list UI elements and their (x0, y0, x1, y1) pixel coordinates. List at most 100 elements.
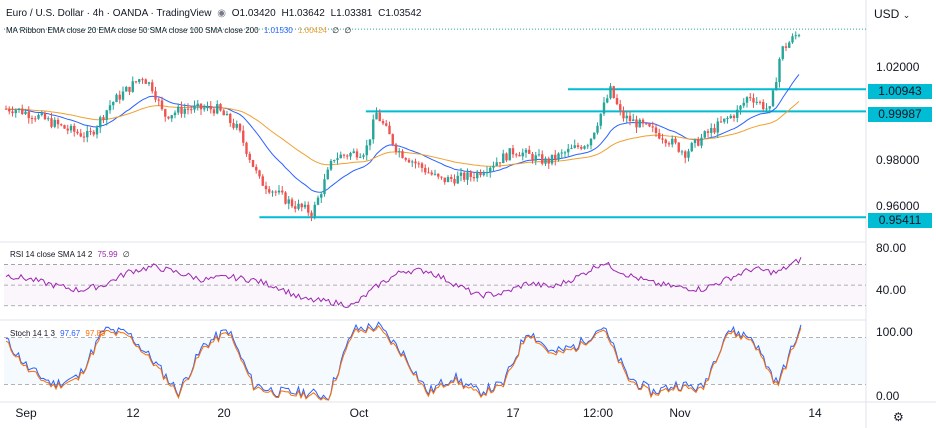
candle-body (580, 146, 583, 149)
price-tick: 1.02000 (876, 60, 920, 74)
ma-value-4: ∅ (344, 26, 352, 35)
candle-body (466, 172, 469, 180)
rsi-legend[interactable]: RSI 14 close SMA 14 2 75.99 ∅ (10, 250, 133, 259)
candle-body (394, 144, 398, 152)
candle-body (411, 161, 414, 163)
candle-body (138, 79, 141, 82)
candle-body (43, 113, 47, 120)
time-tick: Sep (15, 406, 37, 420)
candle-body (381, 121, 385, 124)
candle-body (66, 128, 69, 131)
candle-body (693, 139, 697, 144)
candle-body (745, 97, 749, 103)
stoch-tick: 0.00 (876, 389, 900, 403)
candle-body (245, 142, 248, 154)
candle-body (615, 97, 619, 105)
candle-body (446, 177, 450, 183)
chevron-down-icon: ⌄ (902, 10, 911, 20)
time-tick: 12 (126, 406, 140, 420)
candle-body (599, 113, 602, 126)
rsi-label: RSI 14 close SMA 14 2 (10, 250, 93, 259)
candle-body (391, 134, 394, 145)
candle-body (76, 131, 79, 134)
candle-body (775, 82, 778, 91)
settings-gear-icon[interactable]: ⚙ (893, 410, 904, 424)
candle-body (375, 112, 378, 120)
time-tick: 12:00 (582, 406, 614, 420)
candle-body (225, 113, 229, 116)
candle-body (190, 109, 193, 111)
candle-body (619, 104, 622, 111)
candle-body (755, 101, 758, 103)
candle-body (320, 194, 323, 198)
time-tick: Nov (669, 406, 691, 420)
candle-body (352, 151, 355, 154)
candle-body (92, 131, 95, 135)
candle-body (310, 212, 313, 217)
ohlc-close: C1.03542 (378, 8, 422, 19)
candle-body (313, 204, 316, 217)
candle-body (60, 124, 63, 126)
candle-body (674, 138, 677, 143)
candle-body (505, 153, 508, 161)
candle-body (453, 178, 456, 184)
stoch-legend[interactable]: Stoch 14 1 3 97.67 97.89 (10, 329, 108, 338)
candle-body (177, 106, 180, 113)
candle-body (420, 163, 424, 168)
candle-body (141, 79, 144, 81)
candle-body (706, 131, 710, 133)
ema-20-line (5, 74, 800, 193)
candle-body (690, 143, 693, 152)
candle-body (703, 131, 706, 138)
candle-body (95, 127, 99, 135)
stoch-k-value: 97.67 (60, 329, 81, 338)
candle-body (427, 172, 430, 174)
candle-body (359, 156, 362, 158)
candle-body (336, 158, 339, 160)
candle-body (518, 154, 521, 157)
candle-body (524, 149, 528, 153)
candle-body (125, 86, 128, 92)
candle-body (24, 111, 27, 114)
candle-body (794, 35, 797, 37)
candle-body (407, 159, 411, 163)
candle-body (687, 151, 690, 158)
candle-body (684, 151, 687, 158)
candle-body (550, 154, 554, 164)
symbol-legend[interactable]: Euro / U.S. Dollar · 4h · OANDA · Tradin… (6, 8, 425, 19)
candle-body (105, 110, 108, 120)
candle-body (258, 170, 261, 177)
candle-body (115, 94, 118, 102)
candle-body (323, 179, 326, 195)
candle-body (430, 172, 433, 175)
candle-body (765, 108, 768, 110)
candle-body (758, 101, 762, 103)
candle-body (476, 171, 479, 179)
ma-label: MA Ribbon EMA close 20 EMA close 50 SMA … (6, 26, 259, 35)
candle-body (632, 119, 635, 122)
ma-legend[interactable]: MA Ribbon EMA close 20 EMA close 50 SMA … (6, 26, 354, 35)
candle-body (219, 104, 222, 111)
candle-body (183, 108, 186, 114)
candle-body (729, 115, 732, 119)
candle-body (326, 169, 329, 180)
candle-body (281, 190, 284, 193)
candle-body (316, 197, 320, 205)
candle-body (570, 147, 573, 149)
currency-selector[interactable]: USD ⌄ (874, 7, 910, 21)
candle-body (229, 113, 232, 124)
candle-body (8, 108, 11, 112)
candle-body (131, 81, 134, 92)
symbol-title: Euro / U.S. Dollar · 4h · OANDA · Tradin… (6, 8, 212, 19)
moving-averages (5, 74, 800, 193)
candle-body (596, 125, 599, 133)
candle-body (567, 148, 570, 153)
candle-body (456, 175, 459, 184)
candle-body (151, 82, 154, 92)
candle-body (788, 42, 791, 48)
candle-body (186, 108, 190, 110)
candle-body (667, 143, 671, 145)
candle-body (274, 191, 277, 193)
candle-body (784, 46, 788, 48)
